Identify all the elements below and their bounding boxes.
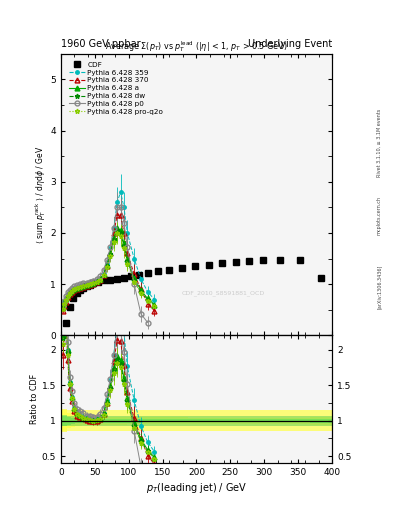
Y-axis label: Ratio to CDF: Ratio to CDF <box>30 374 39 424</box>
Text: [arXiv:1306.3436]: [arXiv:1306.3436] <box>377 265 382 309</box>
Text: Rivet 3.1.10, ≥ 3.1M events: Rivet 3.1.10, ≥ 3.1M events <box>377 109 382 178</box>
Text: CDF_2010_S8591881_OCD: CDF_2010_S8591881_OCD <box>182 290 265 296</box>
X-axis label: $p_T$(leading jet) / GeV: $p_T$(leading jet) / GeV <box>146 481 247 496</box>
Text: 1960 GeV ppbar: 1960 GeV ppbar <box>61 38 141 49</box>
Text: mcplots.cern.ch: mcplots.cern.ch <box>377 196 382 234</box>
Y-axis label: $\langle$ sum $p_T^{\rm rack}$ $\rangle$ / d$\eta$d$\phi$ / GeV: $\langle$ sum $p_T^{\rm rack}$ $\rangle$… <box>33 145 48 244</box>
Title: Average $\Sigma(p_T)$ vs $p_T^{\rm lead}$ ($|\eta|$ < 1, $p_T$ > 0.5 GeV): Average $\Sigma(p_T)$ vs $p_T^{\rm lead}… <box>105 39 288 54</box>
Text: Underlying Event: Underlying Event <box>248 38 332 49</box>
Legend: CDF, Pythia 6.428 359, Pythia 6.428 370, Pythia 6.428 a, Pythia 6.428 dw, Pythia: CDF, Pythia 6.428 359, Pythia 6.428 370,… <box>67 60 165 116</box>
